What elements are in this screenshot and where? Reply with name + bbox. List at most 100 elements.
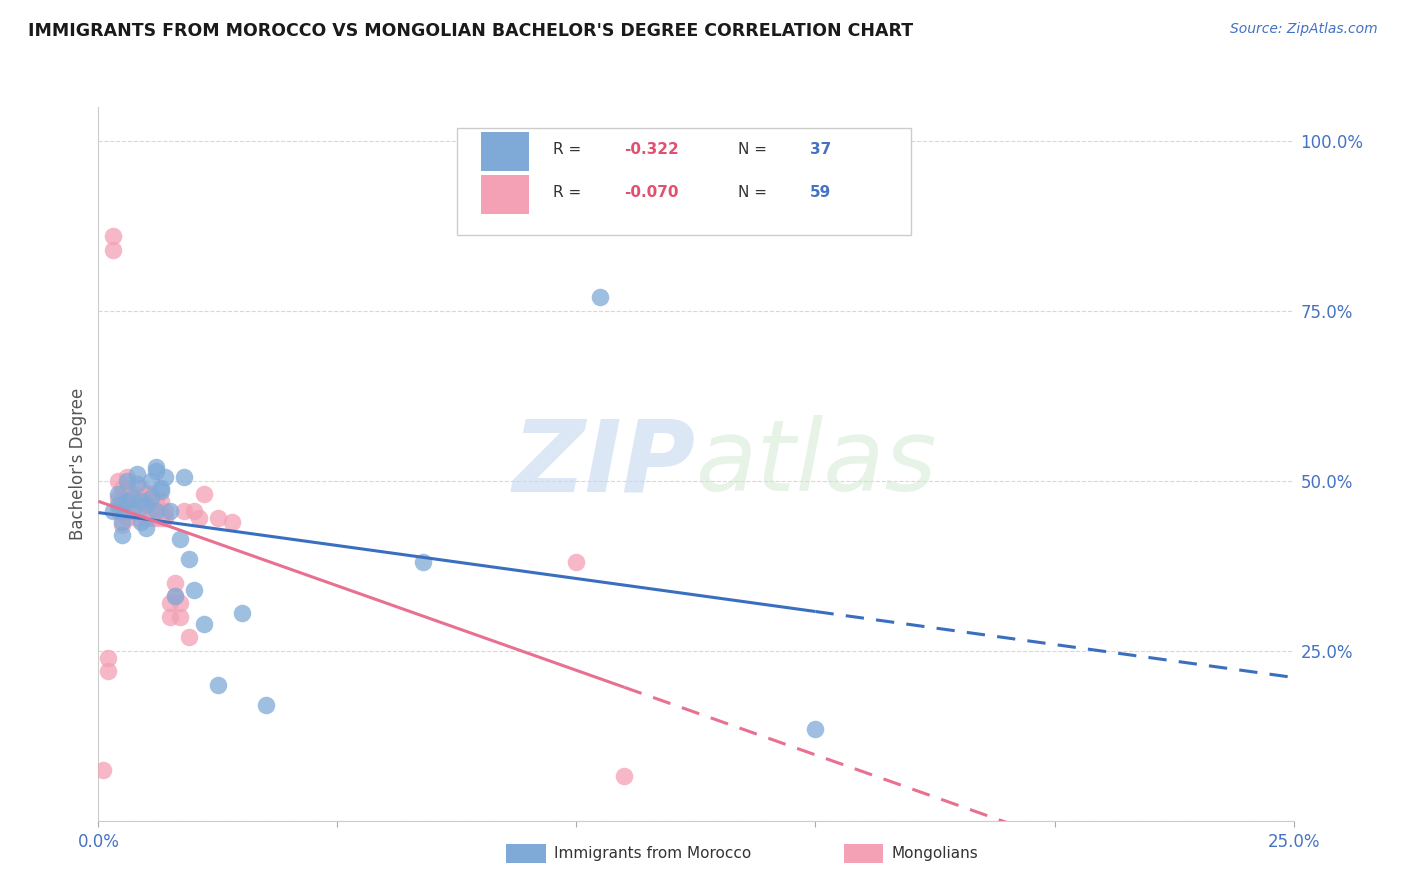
Point — [145, 494, 167, 508]
Point — [135, 511, 157, 525]
Point — [111, 491, 134, 505]
Point — [179, 630, 201, 644]
Point — [207, 511, 229, 525]
Point — [145, 464, 167, 478]
Point — [91, 763, 114, 777]
Point — [107, 474, 129, 488]
Text: N =: N = — [738, 186, 772, 200]
Point — [149, 483, 172, 498]
Text: R =: R = — [553, 186, 586, 200]
Point — [163, 575, 186, 590]
Point — [121, 487, 143, 501]
Point — [131, 498, 153, 512]
Point — [125, 467, 148, 481]
Point — [125, 477, 148, 491]
Point — [101, 229, 124, 244]
FancyBboxPatch shape — [844, 844, 883, 863]
Point — [207, 678, 229, 692]
Point — [111, 481, 134, 495]
FancyBboxPatch shape — [481, 175, 529, 214]
Point — [155, 470, 177, 484]
Point — [121, 498, 143, 512]
Point — [131, 494, 153, 508]
Point — [121, 494, 143, 508]
Point — [121, 504, 143, 518]
Point — [145, 460, 167, 475]
Point — [155, 511, 177, 525]
Point — [159, 609, 181, 624]
Point — [149, 481, 172, 495]
Point — [115, 474, 138, 488]
Point — [589, 290, 612, 304]
Point — [193, 616, 215, 631]
Point — [173, 504, 195, 518]
Point — [135, 498, 157, 512]
Point — [107, 487, 129, 501]
Point — [125, 491, 148, 505]
Point — [111, 515, 134, 529]
Point — [131, 481, 153, 495]
Point — [145, 504, 167, 518]
Point — [163, 590, 186, 604]
Point — [159, 504, 181, 518]
Point — [231, 607, 253, 621]
Text: ZIP: ZIP — [513, 416, 696, 512]
Point — [804, 722, 827, 736]
Point — [115, 481, 138, 495]
Point — [111, 504, 134, 518]
Point — [193, 487, 215, 501]
FancyBboxPatch shape — [481, 132, 529, 171]
Point — [221, 515, 243, 529]
Point — [125, 501, 148, 516]
Point — [107, 491, 129, 505]
Point — [115, 470, 138, 484]
Point — [139, 504, 162, 518]
Text: -0.322: -0.322 — [624, 143, 679, 157]
Point — [155, 504, 177, 518]
Point — [149, 494, 172, 508]
Point — [111, 518, 134, 533]
Point — [412, 555, 434, 569]
Y-axis label: Bachelor's Degree: Bachelor's Degree — [69, 388, 87, 540]
Point — [187, 511, 209, 525]
Point — [149, 504, 172, 518]
Point — [101, 243, 124, 257]
Point — [125, 511, 148, 525]
Point — [613, 769, 636, 783]
Point — [163, 590, 186, 604]
Point — [121, 504, 143, 518]
Point — [101, 504, 124, 518]
Point — [565, 555, 588, 569]
Point — [107, 504, 129, 518]
Point — [139, 487, 162, 501]
Point — [139, 494, 162, 508]
Text: Mongolians: Mongolians — [891, 847, 979, 861]
Point — [139, 474, 162, 488]
Text: atlas: atlas — [696, 416, 938, 512]
Point — [149, 511, 172, 525]
Point — [135, 494, 157, 508]
Text: 37: 37 — [810, 143, 831, 157]
FancyBboxPatch shape — [457, 128, 911, 235]
Point — [111, 504, 134, 518]
Point — [135, 504, 157, 518]
Point — [97, 650, 120, 665]
Point — [121, 491, 143, 505]
Point — [183, 582, 205, 597]
Text: R =: R = — [553, 143, 586, 157]
Point — [169, 609, 191, 624]
Point — [179, 552, 201, 566]
Point — [173, 470, 195, 484]
Point — [145, 511, 167, 525]
Point — [111, 528, 134, 542]
Point — [115, 494, 138, 508]
Text: -0.070: -0.070 — [624, 186, 679, 200]
Point — [169, 532, 191, 546]
Point — [131, 515, 153, 529]
Point — [115, 504, 138, 518]
Point — [183, 504, 205, 518]
Text: 59: 59 — [810, 186, 831, 200]
Text: N =: N = — [738, 143, 772, 157]
Point — [135, 521, 157, 535]
Text: Immigrants from Morocco: Immigrants from Morocco — [554, 847, 751, 861]
